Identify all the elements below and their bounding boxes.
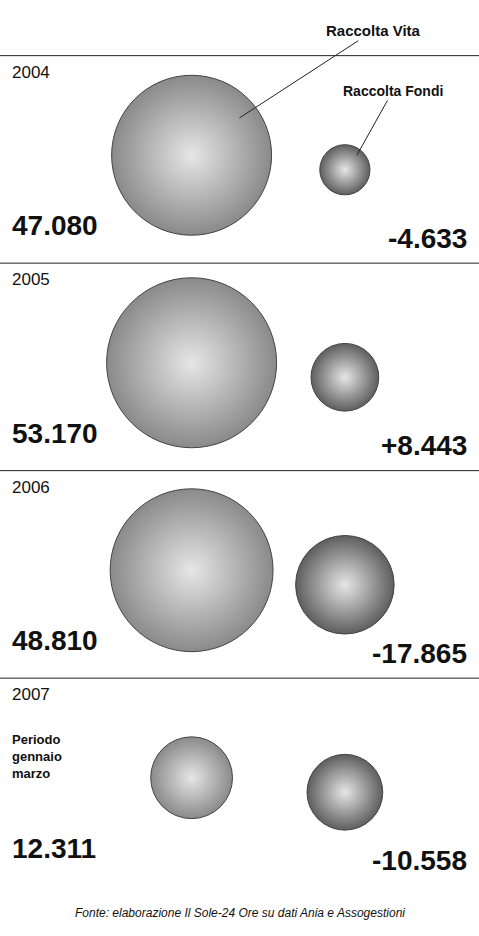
svg-text:-4.633: -4.633 bbox=[388, 223, 467, 254]
svg-text:2007: 2007 bbox=[12, 685, 50, 704]
svg-text:2005: 2005 bbox=[12, 270, 50, 289]
svg-text:48.810: 48.810 bbox=[12, 625, 98, 656]
svg-text:53.170: 53.170 bbox=[12, 418, 98, 449]
svg-text:Fonte: elaborazione Il Sole-24: Fonte: elaborazione Il Sole-24 Ore su da… bbox=[75, 906, 405, 920]
svg-text:Raccolta Fondi: Raccolta Fondi bbox=[343, 83, 443, 99]
svg-text:Periodogennaiomarzo: Periodogennaiomarzo bbox=[12, 732, 62, 781]
svg-text:+8.443: +8.443 bbox=[381, 430, 467, 461]
svg-text:Raccolta Vita: Raccolta Vita bbox=[326, 22, 421, 39]
svg-text:-17.865: -17.865 bbox=[372, 638, 467, 669]
svg-text:12.311: 12.311 bbox=[12, 833, 96, 864]
svg-text:2004: 2004 bbox=[12, 63, 50, 82]
svg-text:-10.558: -10.558 bbox=[372, 845, 467, 876]
svg-text:2006: 2006 bbox=[12, 478, 50, 497]
svg-text:47.080: 47.080 bbox=[12, 210, 98, 241]
